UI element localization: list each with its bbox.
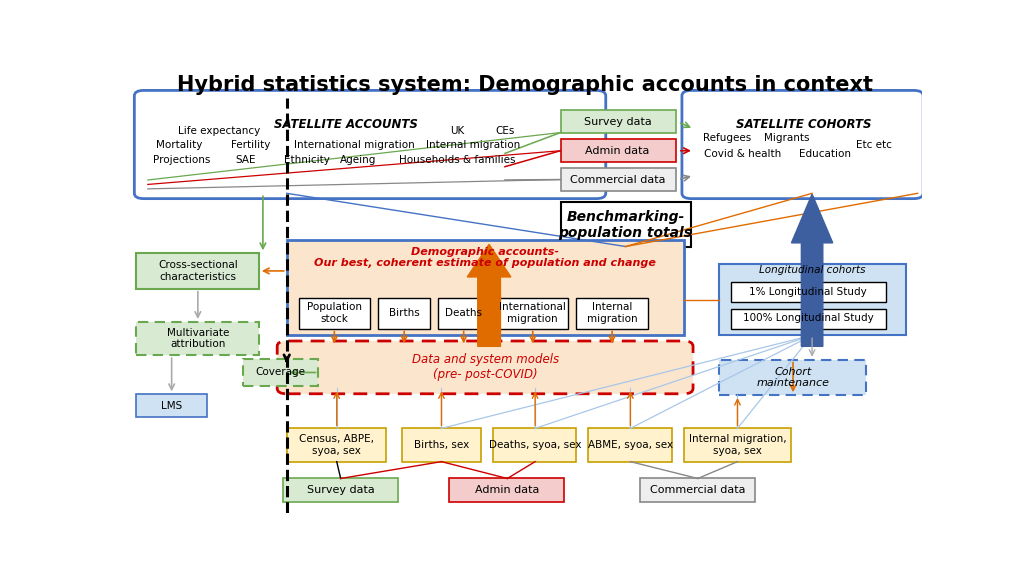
Text: Population
stock: Population stock: [307, 302, 361, 324]
Text: Covid & health: Covid & health: [705, 149, 781, 160]
Text: Deaths: Deaths: [445, 308, 482, 318]
Text: 1% Longitudinal Study: 1% Longitudinal Study: [750, 287, 867, 297]
Bar: [401, 429, 481, 461]
Text: Deaths, syoa, sex: Deaths, syoa, sex: [488, 440, 582, 450]
Bar: [560, 139, 676, 162]
Bar: [494, 429, 577, 461]
Bar: [243, 359, 318, 386]
Bar: [450, 479, 564, 502]
Bar: [560, 202, 691, 247]
Text: Commercial data: Commercial data: [650, 485, 745, 495]
Bar: [719, 264, 905, 335]
Text: Education: Education: [799, 149, 851, 160]
Text: Commercial data: Commercial data: [570, 175, 666, 184]
FancyBboxPatch shape: [278, 341, 693, 394]
Text: Longitudinal cohorts: Longitudinal cohorts: [759, 264, 865, 275]
Polygon shape: [792, 194, 833, 346]
Bar: [437, 298, 489, 328]
Text: Internal migration,
syoa, sex: Internal migration, syoa, sex: [689, 434, 786, 456]
Text: SATELLITE ACCOUNTS: SATELLITE ACCOUNTS: [274, 118, 418, 131]
Text: Census, ABPE,
syoa, sex: Census, ABPE, syoa, sex: [299, 434, 374, 456]
Text: Etc etc: Etc etc: [856, 141, 892, 150]
Text: Ethnicity: Ethnicity: [284, 155, 330, 165]
Text: International migration: International migration: [294, 141, 415, 150]
Text: Survey data: Survey data: [307, 485, 375, 495]
Bar: [640, 479, 755, 502]
Text: Fertility: Fertility: [231, 141, 270, 150]
Bar: [684, 429, 791, 461]
Bar: [378, 298, 430, 328]
Text: Projections: Projections: [154, 155, 211, 165]
Text: Data and system models
(pre- post-COVID): Data and system models (pre- post-COVID): [412, 353, 559, 381]
Bar: [283, 479, 397, 502]
Text: Refugees: Refugees: [703, 133, 752, 143]
Text: Admin data: Admin data: [586, 146, 650, 156]
Text: Life expectancy: Life expectancy: [178, 126, 260, 136]
Text: Demographic accounts-
Our best, coherent estimate of population and change: Demographic accounts- Our best, coherent…: [314, 247, 656, 268]
FancyBboxPatch shape: [134, 90, 606, 199]
Text: Benchmarking-
population totals: Benchmarking- population totals: [558, 210, 692, 240]
Text: Cohort
maintenance: Cohort maintenance: [757, 366, 829, 388]
Bar: [287, 240, 684, 335]
Text: Households & families: Households & families: [399, 155, 516, 165]
Bar: [731, 309, 886, 328]
Text: Multivariate
attribution: Multivariate attribution: [167, 328, 229, 349]
Text: SAE: SAE: [236, 155, 256, 165]
Bar: [731, 282, 886, 302]
Text: Births: Births: [389, 308, 420, 318]
Text: 100% Longitudinal Study: 100% Longitudinal Study: [742, 313, 873, 323]
Polygon shape: [467, 244, 511, 346]
Text: Internal
migration: Internal migration: [587, 302, 637, 324]
Bar: [136, 394, 207, 417]
Text: Births, sex: Births, sex: [414, 440, 469, 450]
Text: Cross-sectional
characteristics: Cross-sectional characteristics: [158, 260, 238, 282]
Bar: [588, 429, 672, 461]
Bar: [136, 253, 259, 289]
Text: International
migration: International migration: [500, 302, 566, 324]
Text: Mortality: Mortality: [157, 141, 203, 150]
Bar: [560, 111, 676, 134]
Text: Internal migration: Internal migration: [426, 141, 520, 150]
Bar: [136, 322, 259, 355]
Text: Admin data: Admin data: [475, 485, 540, 495]
Text: Ageing: Ageing: [340, 155, 377, 165]
Text: ABME, syoa, sex: ABME, syoa, sex: [588, 440, 673, 450]
Bar: [299, 298, 370, 328]
Text: Coverage: Coverage: [255, 367, 305, 377]
Text: SATELLITE COHORTS: SATELLITE COHORTS: [736, 118, 871, 131]
Bar: [560, 168, 676, 191]
Text: Migrants: Migrants: [764, 133, 809, 143]
Bar: [577, 298, 648, 328]
Bar: [287, 429, 386, 461]
Bar: [719, 359, 866, 395]
Bar: [497, 298, 568, 328]
Text: UK: UK: [451, 126, 465, 136]
Text: Survey data: Survey data: [584, 117, 651, 127]
Text: CEs: CEs: [496, 126, 515, 136]
Text: LMS: LMS: [161, 401, 182, 411]
Text: Hybrid statistics system: Demographic accounts in context: Hybrid statistics system: Demographic ac…: [177, 75, 872, 94]
FancyBboxPatch shape: [682, 90, 924, 199]
